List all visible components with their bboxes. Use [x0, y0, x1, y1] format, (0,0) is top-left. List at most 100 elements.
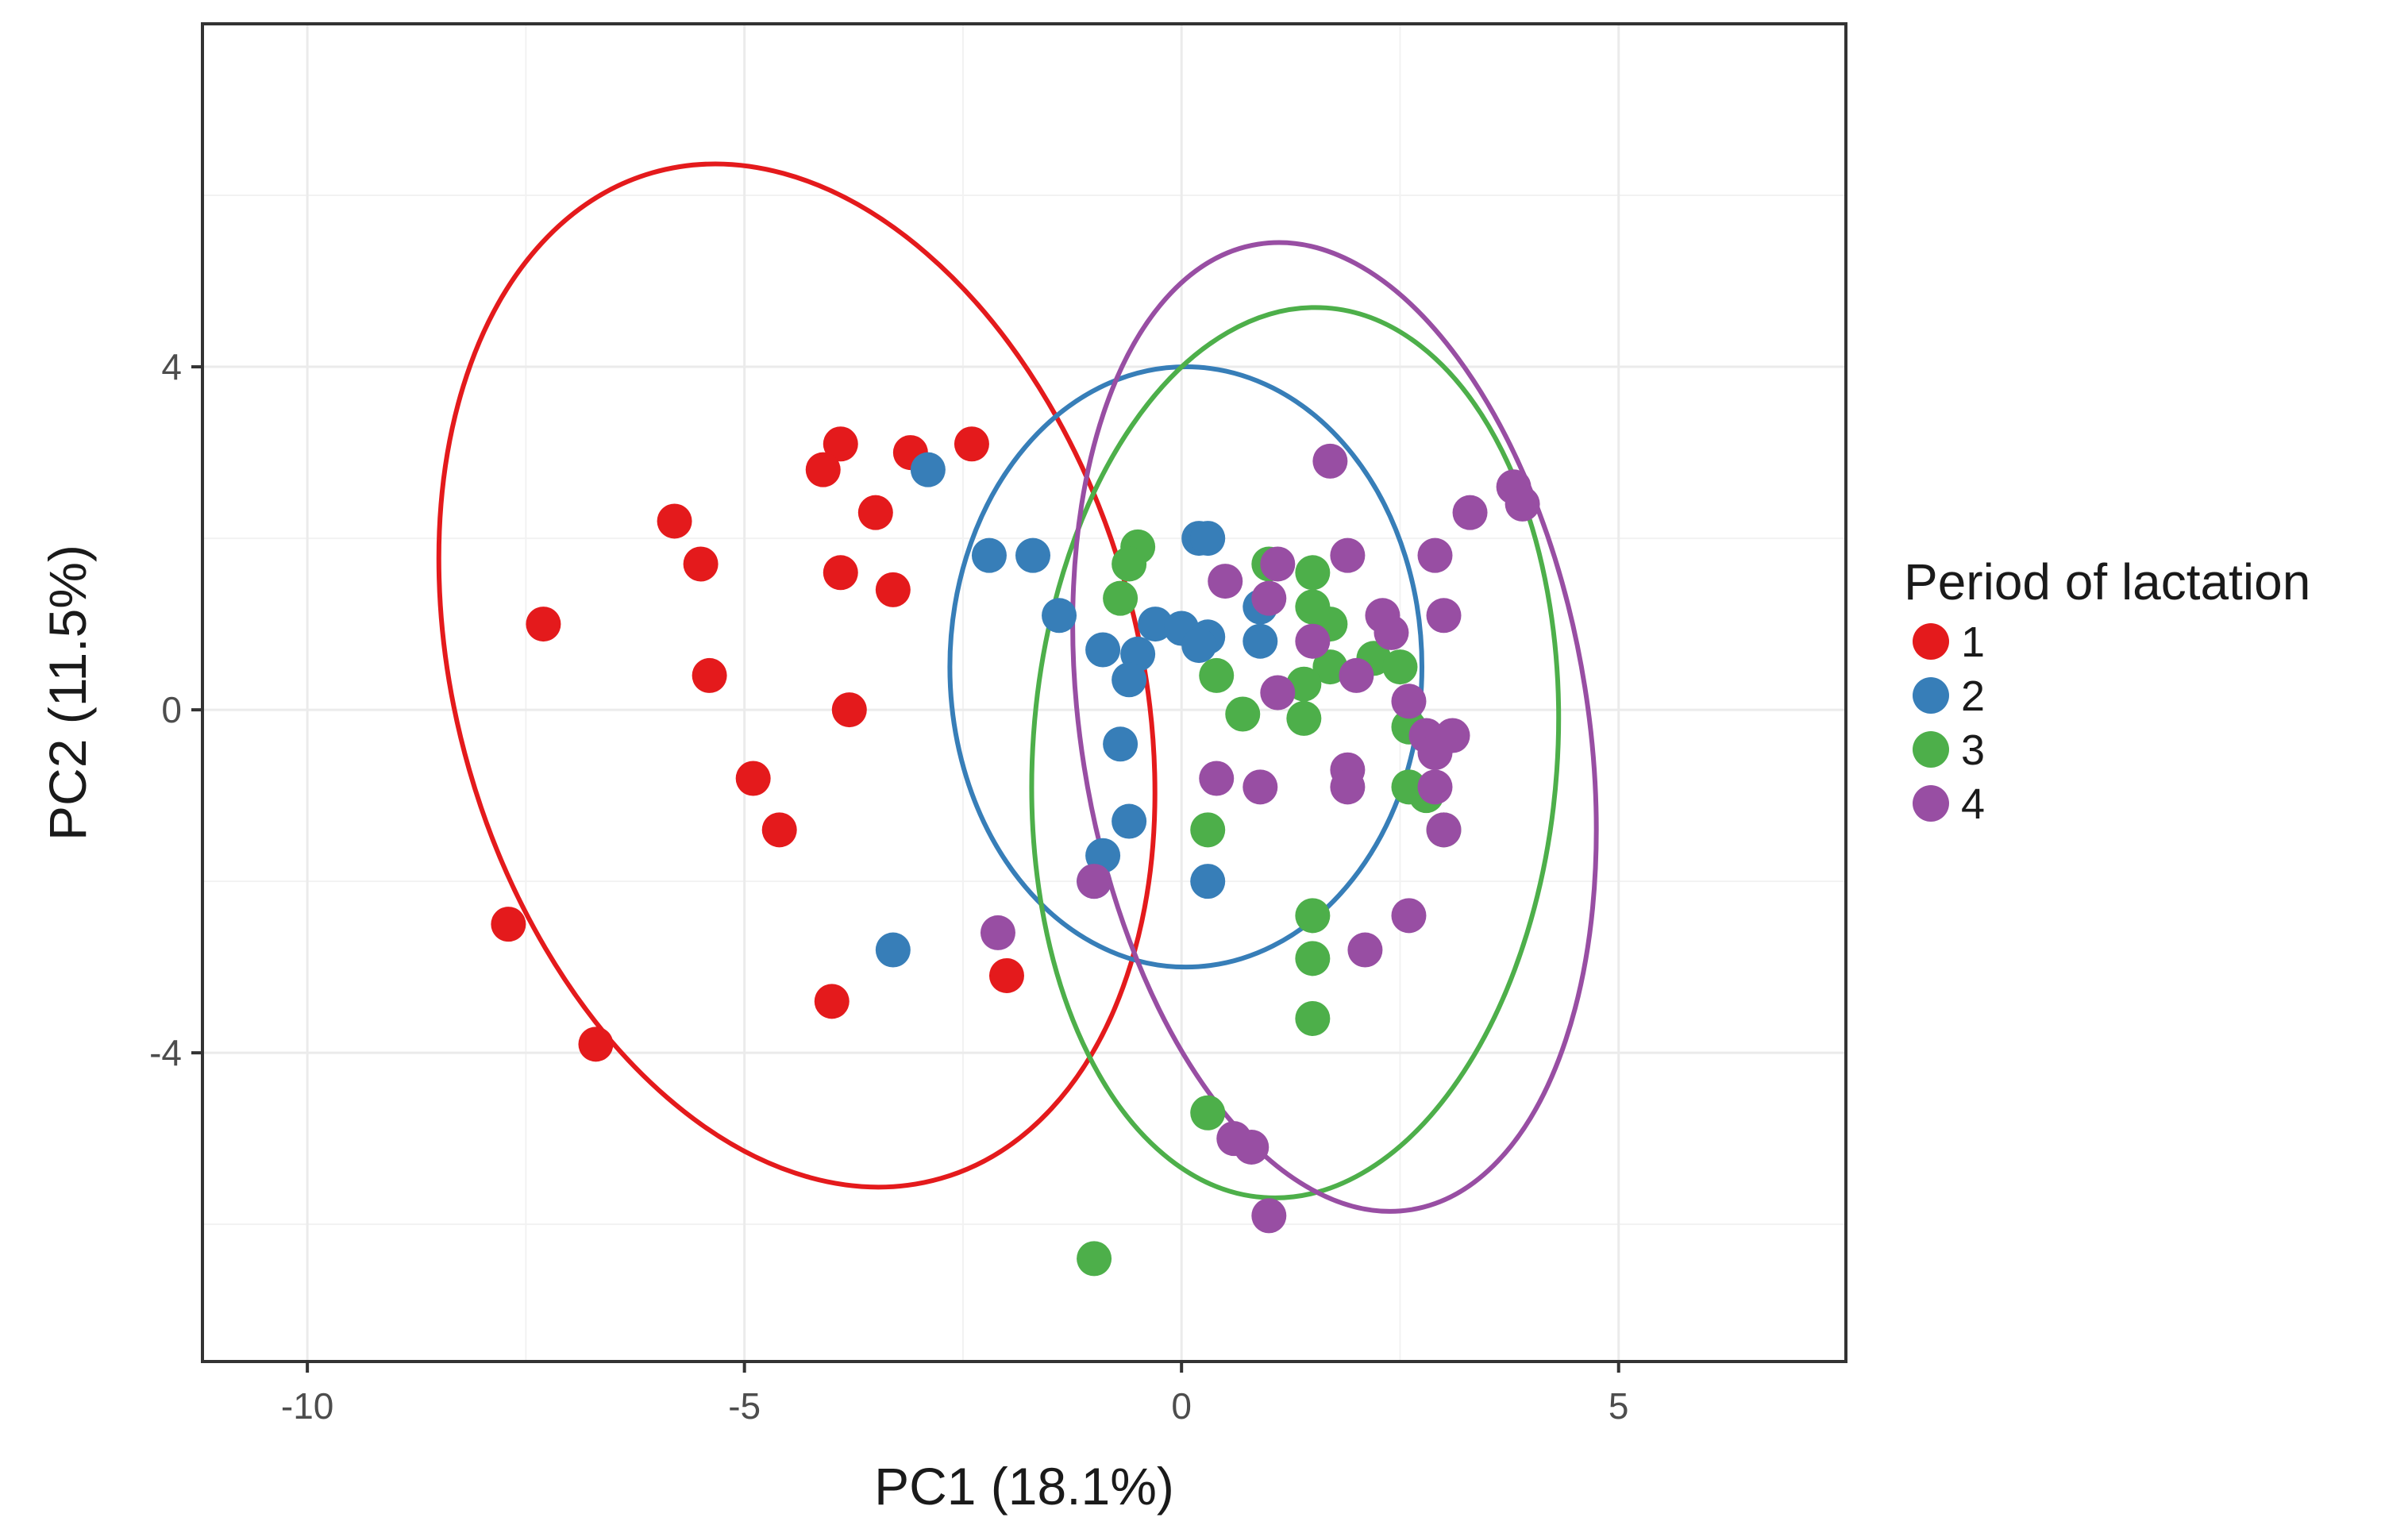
point-series-3	[1295, 941, 1331, 976]
point-series-4	[1330, 537, 1366, 573]
ellipse-series-3	[1029, 305, 1562, 1200]
point-series-4	[980, 915, 1015, 950]
point-series-2	[1112, 662, 1147, 698]
data-points	[491, 426, 1540, 1277]
point-series-2	[1103, 726, 1139, 762]
point-series-4	[1339, 657, 1374, 693]
point-series-4	[1374, 614, 1409, 650]
point-series-4	[1251, 1198, 1287, 1234]
legend-label-series-3: 3	[1961, 726, 1985, 774]
point-series-4	[1417, 735, 1453, 771]
legend-label-series-1: 1	[1961, 618, 1985, 666]
point-series-3	[1312, 649, 1348, 685]
legend-items: 1 2 3 4	[1913, 618, 1985, 828]
point-series-1	[857, 495, 893, 530]
y-tick-label: -4	[149, 1032, 182, 1073]
legend: Period of lactation 1 2 3 4	[1904, 553, 2310, 828]
point-series-1	[823, 555, 858, 591]
point-series-4	[1199, 761, 1235, 796]
point-series-3	[1295, 1000, 1331, 1036]
point-series-1	[831, 692, 867, 728]
point-series-4	[1417, 537, 1453, 573]
point-series-2	[1190, 521, 1226, 557]
point-series-1	[683, 546, 719, 582]
point-series-3	[1077, 1241, 1112, 1277]
point-series-1	[875, 572, 911, 607]
point-series-4	[1260, 546, 1296, 582]
x-axis-ticks: -10 -5 0 5	[281, 1362, 1629, 1427]
point-series-3	[1286, 666, 1322, 702]
point-series-2	[971, 537, 1007, 573]
point-series-3	[1199, 657, 1235, 693]
ellipse-series-4	[1070, 240, 1599, 1214]
point-series-4	[1312, 443, 1348, 479]
point-series-4	[1251, 580, 1287, 616]
point-series-1	[823, 426, 858, 462]
point-series-3	[1225, 696, 1261, 732]
point-series-2	[1112, 803, 1147, 839]
x-tick-label: 5	[1609, 1385, 1629, 1427]
legend-key-series-3	[1913, 731, 1949, 768]
point-series-4	[1330, 769, 1366, 805]
legend-label-series-4: 4	[1961, 780, 1985, 828]
point-series-4	[1208, 564, 1243, 599]
legend-key-series-1	[1913, 623, 1949, 660]
legend-key-series-4	[1913, 785, 1949, 822]
legend-key-series-2	[1913, 677, 1949, 714]
point-series-3	[1103, 580, 1139, 616]
point-series-3	[1190, 812, 1226, 848]
point-series-2	[1138, 607, 1173, 642]
point-series-4	[1243, 769, 1278, 805]
x-tick-label: -10	[281, 1385, 333, 1427]
point-series-4	[1391, 898, 1427, 934]
point-series-4	[1505, 486, 1540, 522]
point-series-1	[657, 503, 692, 539]
y-axis-title: PC2 (11.5%)	[38, 545, 97, 841]
point-series-4	[1234, 1129, 1269, 1165]
point-series-4	[1077, 864, 1112, 899]
point-series-1	[988, 957, 1024, 993]
point-series-1	[491, 907, 526, 942]
legend-title: Period of lactation	[1904, 553, 2310, 611]
point-series-2	[1042, 598, 1077, 634]
point-series-1	[735, 761, 771, 796]
point-series-4	[1417, 769, 1453, 805]
point-series-4	[1260, 675, 1296, 711]
point-series-4	[1391, 684, 1427, 719]
point-series-3	[1295, 555, 1331, 591]
point-series-3	[1190, 1095, 1226, 1130]
legend-label-series-2: 2	[1961, 672, 1985, 720]
point-series-2	[1190, 864, 1226, 899]
point-series-1	[526, 607, 561, 642]
y-axis-ticks: -4 0 4	[149, 346, 202, 1073]
ellipse-series-2	[947, 364, 1424, 970]
point-series-1	[761, 812, 797, 848]
point-series-2	[1085, 632, 1121, 668]
point-series-2	[1015, 537, 1051, 573]
point-series-2	[1243, 623, 1278, 659]
x-tick-label: 0	[1171, 1385, 1192, 1427]
point-series-4	[1347, 932, 1383, 968]
point-series-3	[1391, 769, 1427, 805]
point-series-2	[910, 452, 946, 487]
point-series-1	[692, 657, 727, 693]
plot-panel-border	[201, 22, 1847, 1363]
point-series-1	[814, 984, 850, 1019]
point-series-3	[1112, 546, 1147, 582]
point-series-3	[1295, 898, 1331, 934]
point-series-3	[1286, 700, 1322, 736]
y-tick-label: 4	[161, 346, 182, 387]
point-series-1	[578, 1026, 614, 1062]
y-tick-label: 0	[161, 689, 182, 730]
point-series-1	[805, 452, 841, 487]
point-series-2	[1181, 628, 1217, 664]
point-series-4	[1295, 623, 1331, 659]
point-series-3	[1382, 649, 1418, 685]
point-series-4	[1426, 598, 1462, 634]
x-axis-title: PC1 (18.1%)	[874, 1457, 1174, 1516]
point-series-4	[1452, 495, 1488, 530]
point-series-1	[954, 426, 989, 462]
x-tick-label: -5	[728, 1385, 761, 1427]
point-series-4	[1426, 812, 1462, 848]
